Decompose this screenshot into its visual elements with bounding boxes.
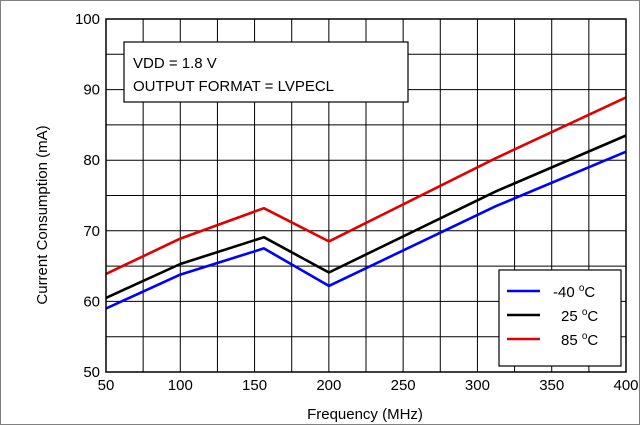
x-tick-label: 400 <box>613 377 638 394</box>
x-axis-title: Frequency (MHz) <box>307 406 423 423</box>
annotation-line-2: OUTPUT FORMAT = LVPECL <box>133 78 334 95</box>
series-line-85 <box>105 96 627 276</box>
plot-area <box>105 18 627 373</box>
annotation-line-1: VDD = 1.8 V <box>133 55 217 72</box>
series-line-25 <box>105 134 627 300</box>
x-tick-label: 200 <box>316 377 341 394</box>
y-tick-label: 60 <box>83 293 100 310</box>
y-tick-label: 70 <box>83 223 100 240</box>
x-tick-label: 300 <box>465 377 490 394</box>
y-tick-label: 80 <box>83 152 100 169</box>
y-tick-labels: 50 60 70 80 90 100 <box>75 11 100 381</box>
legend-label-minus40: -40 oC <box>553 283 595 301</box>
y-tick-label: 100 <box>75 11 100 28</box>
x-tick-label: 100 <box>168 377 193 394</box>
y-tick-label: 50 <box>83 364 100 381</box>
legend-label-25: 25 oC <box>561 307 598 325</box>
x-tick-label: 250 <box>391 377 416 394</box>
x-tick-label: 350 <box>539 377 564 394</box>
annotation-box: VDD = 1.8 V OUTPUT FORMAT = LVPECL <box>123 41 409 103</box>
legend-label-85: 85 oC <box>561 331 598 349</box>
y-axis-title: Current Consumption (mA) <box>34 125 51 304</box>
x-tick-label: 150 <box>242 377 267 394</box>
series-lines <box>105 96 627 310</box>
legend: -40 oC 25 oC 85 oC <box>498 269 622 367</box>
x-tick-label: 50 <box>98 377 115 394</box>
grid-lines <box>106 19 626 372</box>
y-tick-label: 90 <box>83 82 100 99</box>
x-tick-labels: 50 100 150 200 250 300 350 400 <box>98 377 639 394</box>
series-line-minus40 <box>105 150 627 310</box>
